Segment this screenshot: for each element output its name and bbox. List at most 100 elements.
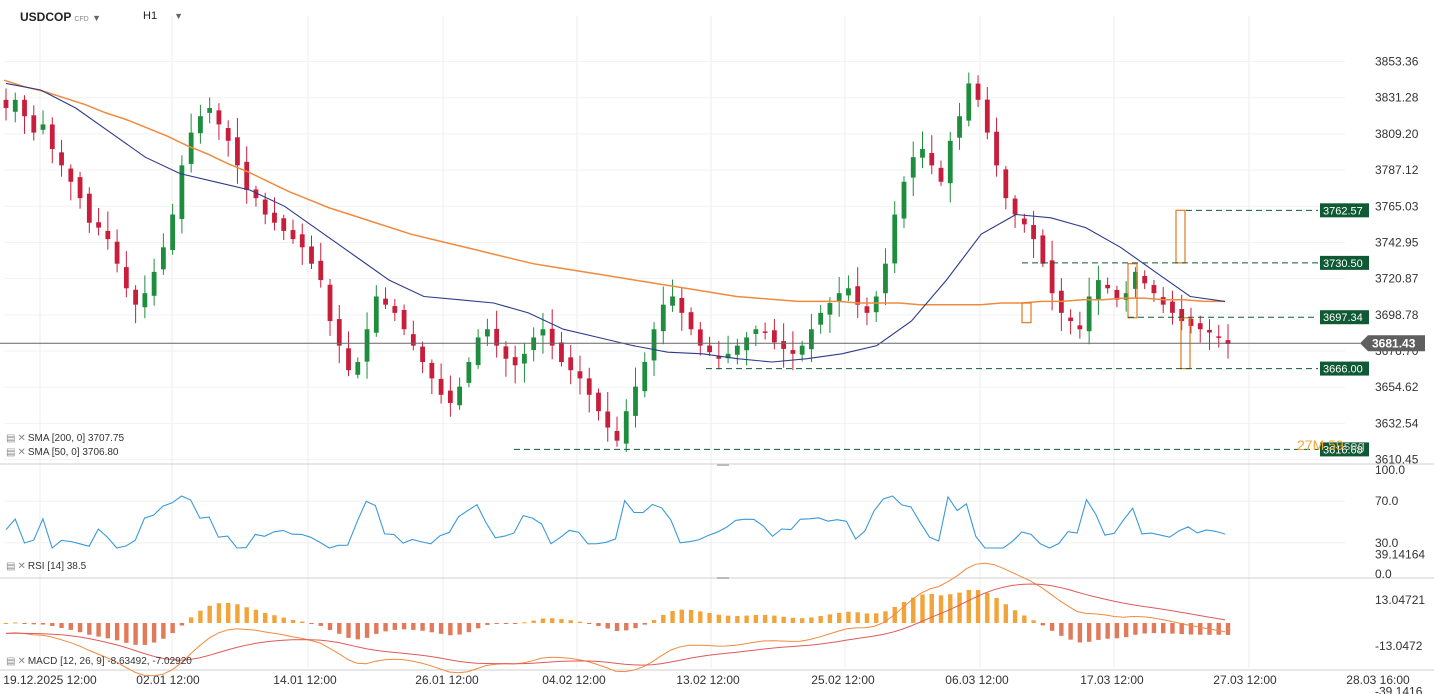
macd-bar [188, 617, 194, 623]
candle-body [809, 329, 814, 350]
candle-body [484, 329, 490, 337]
chevron-down-icon[interactable]: ▼ [92, 13, 101, 23]
y-tick-label: 3720.87 [1375, 272, 1419, 286]
macd-bar [920, 594, 925, 623]
candle-body [818, 312, 824, 325]
symbol-selector[interactable]: USDCOP CFD ▼ [20, 10, 101, 24]
macd-bar [392, 623, 398, 630]
candle-body [31, 115, 37, 133]
macd-bar [374, 623, 379, 634]
timeframe-selector[interactable]: H1 ▼ [143, 10, 183, 22]
macd-line [5, 562, 1226, 677]
candle-body [522, 353, 527, 364]
macd-bar [429, 623, 435, 633]
macd-bar [1096, 623, 1101, 640]
x-tick-label: 13.02 12:00 [676, 673, 740, 687]
candle-body [503, 346, 509, 359]
macd-bar [614, 623, 620, 631]
candle-body [827, 303, 833, 315]
macd-bar [50, 623, 55, 626]
macd-bar [1114, 623, 1120, 639]
candle-countdown: 27M 59seg [1297, 437, 1365, 453]
macd-legend[interactable]: ▤ ✕ MACD [12, 26, 9] -8.63492, -7.02920 [6, 656, 192, 667]
close-icon[interactable]: ✕ [17, 656, 25, 667]
candle-body [697, 329, 703, 346]
candle-body [1003, 169, 1009, 199]
candle-body [216, 110, 222, 125]
candle-body [1179, 309, 1185, 322]
macd-bar [59, 623, 64, 628]
macd-bar [13, 622, 18, 624]
settings-icon[interactable]: ▤ [6, 447, 16, 458]
annotation-box [1021, 302, 1032, 324]
candles [3, 72, 1231, 453]
candle-body [1031, 225, 1036, 240]
candle-body [262, 199, 268, 215]
macd-bar [337, 623, 342, 634]
macd-bar [438, 623, 444, 634]
timeframe-label: H1 [143, 10, 158, 22]
candle-body [957, 116, 962, 138]
rsi-tick-label: 30.0 [1375, 536, 1399, 550]
close-icon[interactable]: ✕ [17, 433, 25, 444]
macd-bar [1012, 610, 1018, 623]
candle-body [466, 362, 472, 383]
sma200-legend[interactable]: ▤ ✕ SMA [200, 0] 3707.75 [6, 433, 124, 444]
level-tag [1320, 361, 1369, 376]
settings-icon[interactable]: ▤ [6, 656, 16, 667]
candle-body [1123, 293, 1129, 300]
candle-body [873, 296, 879, 313]
close-icon[interactable]: ✕ [17, 447, 25, 458]
candle-body [614, 430, 620, 441]
candle-body [151, 271, 157, 296]
macd-bar [466, 623, 472, 633]
macd-bar [688, 609, 694, 623]
candle-body [984, 99, 990, 133]
macd-bar [790, 617, 796, 623]
macd-bar [1040, 623, 1046, 626]
x-tick-label: 28.03 16:00 [1346, 673, 1410, 687]
macd-bar [142, 623, 148, 645]
macd-bar [1068, 623, 1073, 640]
close-icon[interactable]: ✕ [17, 561, 25, 572]
x-tick-label: 14.01 12:00 [273, 673, 337, 687]
macd-bar [263, 612, 268, 623]
macd-bar [864, 613, 870, 623]
candle-body [596, 392, 601, 412]
x-tick-label: 25.02 12:00 [811, 673, 875, 687]
rsi-label: RSI [14] 38.5 [27, 561, 87, 572]
macd-bar [68, 623, 74, 630]
x-tick-label: 17.03 12:00 [1080, 673, 1144, 687]
candle-body [179, 165, 185, 219]
sma50-legend[interactable]: ▤ ✕ SMA [50, 0] 3706.80 [6, 447, 118, 458]
candle-body [123, 267, 129, 289]
candle-body [1068, 317, 1074, 322]
candle-body [679, 297, 685, 313]
candle-body [734, 345, 740, 355]
candle-body [475, 337, 481, 366]
macd-bar [179, 623, 185, 626]
macd-bar [735, 615, 740, 623]
candle-body [1151, 285, 1157, 294]
macd-bar [522, 622, 527, 624]
level-tag [1320, 310, 1369, 325]
macd-bar [883, 611, 888, 623]
macd-bar [420, 623, 425, 631]
macd-bar [818, 615, 823, 623]
macd-bar [836, 612, 842, 623]
settings-icon[interactable]: ▤ [6, 561, 16, 572]
macd-tick-label: -39.1416 [1375, 684, 1423, 694]
candle-body [1077, 325, 1083, 330]
macd-bar [577, 621, 583, 623]
candle-body [105, 230, 111, 240]
candle-body [938, 167, 944, 182]
candle-body [420, 346, 425, 363]
chevron-down-icon[interactable]: ▼ [174, 11, 184, 21]
candle-body [383, 298, 388, 305]
rsi-legend[interactable]: ▤ ✕ RSI [14] 38.5 [6, 561, 86, 572]
macd-bar [1022, 615, 1027, 623]
settings-icon[interactable]: ▤ [6, 433, 16, 444]
macd-label: MACD [12, 26, 9] -8.63492, -7.02920 [27, 656, 192, 667]
macd-signal-line [5, 583, 1226, 666]
